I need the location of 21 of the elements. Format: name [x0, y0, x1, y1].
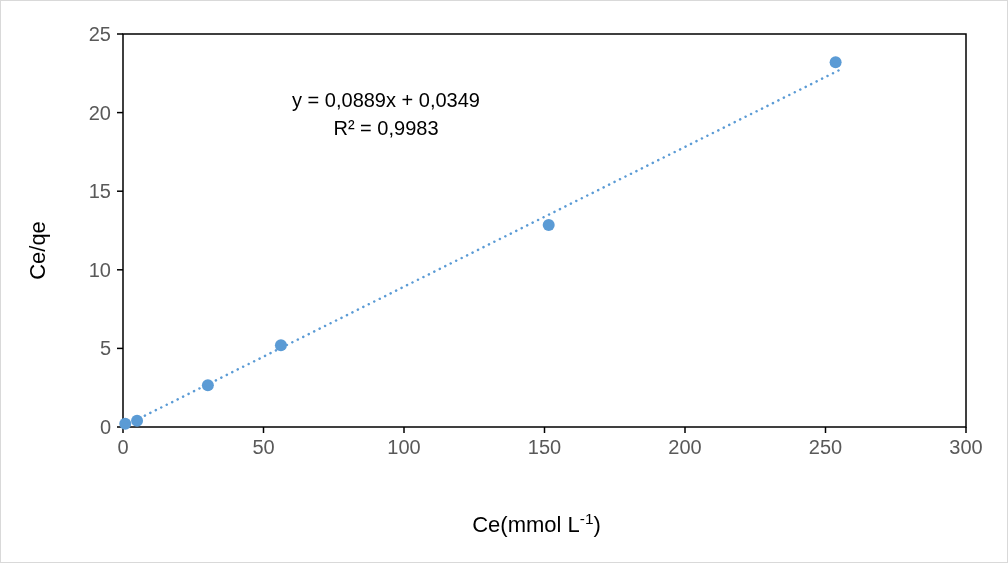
- x-tick-label: 0: [117, 436, 129, 458]
- x-tick-label: 100: [387, 436, 421, 458]
- x-tick-label: 300: [949, 436, 983, 458]
- y-tick-label: 15: [88, 180, 111, 203]
- x-tick-label: 250: [808, 436, 843, 458]
- annotation: R² = 0,9983: [333, 117, 439, 139]
- point: [131, 414, 144, 427]
- point: [274, 339, 287, 352]
- x-axis-title: Ce(mmol L$^{-1}$): [472, 509, 601, 537]
- x-tick-label: 150: [527, 436, 562, 458]
- y-tick-label: 20: [88, 101, 111, 124]
- annotation: y = 0,0889x + 0,0349: [292, 89, 480, 111]
- y-tick-label: 0: [99, 416, 111, 438]
- x-tick-label: 200: [668, 436, 702, 458]
- x-tick-label: 50: [252, 436, 275, 458]
- y-tick-label: 5: [99, 337, 111, 360]
- y-axis-title: Ce/qe: [25, 221, 50, 280]
- point: [829, 56, 842, 69]
- y-tick-label: 10: [88, 258, 111, 281]
- point: [542, 219, 555, 231]
- y-tick-label: 25: [88, 23, 111, 45]
